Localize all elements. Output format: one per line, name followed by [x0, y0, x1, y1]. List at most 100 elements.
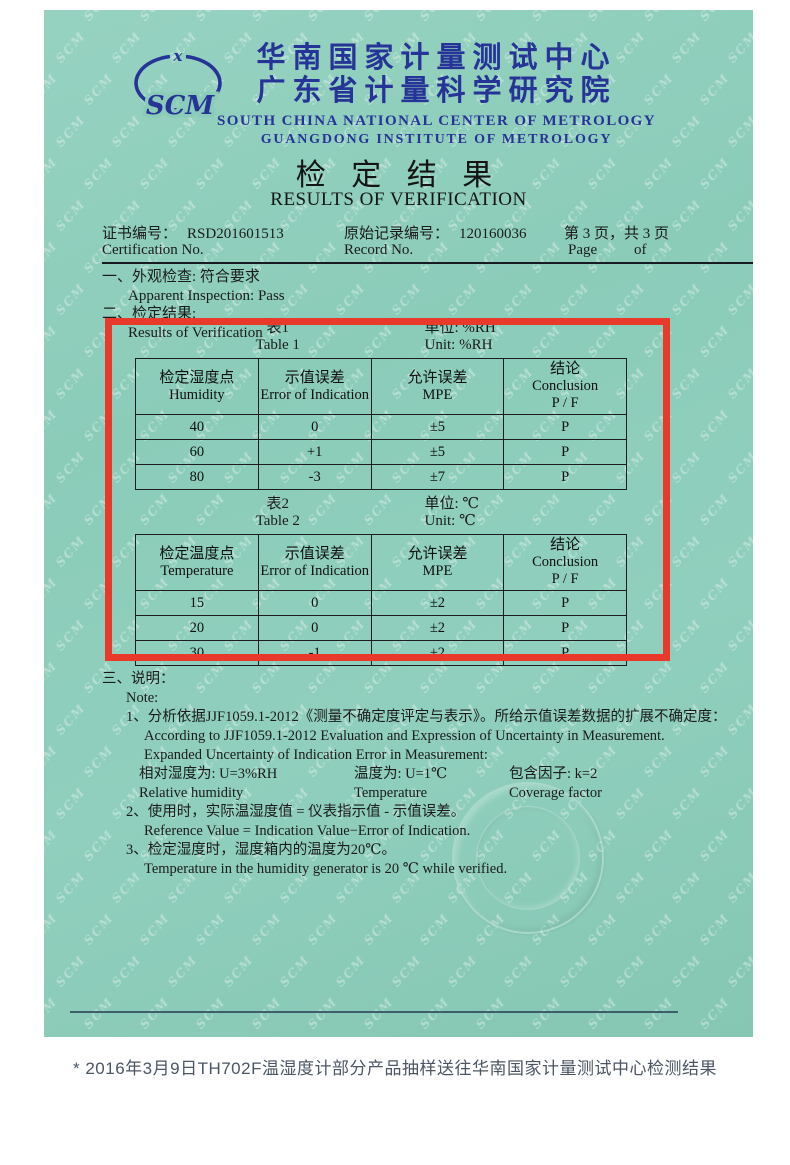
watermark-scm-text: SCM [305, 994, 341, 1032]
watermark-scm-text: SCM [221, 952, 257, 990]
table-cell: 20 [135, 615, 259, 641]
page-of-label-en: of [634, 242, 647, 258]
org-name-en-2: GUANGDONG INSTITUTE OF METROLOGY [260, 132, 613, 147]
k-cn: 包含因子: k=2 [509, 766, 598, 782]
watermark-scm-text: SCM [137, 994, 173, 1032]
cert-no-label-cn: 证书编号： [102, 226, 178, 242]
cert-no-group: 证书编号： RSD201601513 [102, 222, 284, 243]
org-name-cn-2: 广东省计量科学研究院 [256, 75, 617, 107]
section1-cn: 一、外观检查: 符合要求 [102, 269, 260, 285]
table-cell: 40 [135, 414, 259, 440]
org-header: 华南国家计量测试中心 广东省计量科学研究院 SOUTH CHINA NATION… [162, 42, 711, 149]
watermark-scm-text: SCM [193, 10, 228, 24]
watermark-scm-text: SCM [501, 280, 537, 318]
watermark-scm-text: SCM [613, 952, 649, 990]
watermark-scm-text: SCM [725, 112, 753, 150]
inspection-sections: 一、外观检查: 符合要求 Apparent Inspection: Pass 二… [102, 268, 285, 342]
table-row: 40 0 ±5 P [135, 414, 627, 440]
notes-heading-cn: 三、说明： [102, 671, 175, 687]
watermark-scm-text: SCM [669, 1036, 704, 1037]
watermark-scm-text: SCM [53, 1036, 88, 1037]
table-cell: -3 [257, 464, 372, 490]
watermark-scm-text: SCM [44, 658, 61, 696]
table-cell: P [503, 439, 627, 465]
watermark-scm-text: SCM [697, 574, 733, 612]
watermark-scm-text: SCM [529, 994, 565, 1032]
watermark-scm-text: SCM [669, 280, 705, 318]
watermark-scm-text: SCM [277, 1036, 312, 1037]
header-temperature: 检定温度点 Temperature [135, 534, 259, 591]
header-error: 示值误差 Error of Indication [257, 534, 372, 591]
watermark-scm-text: SCM [697, 490, 733, 528]
table-header-row: 检定温度点 Temperature 示值误差 Error of Indication… [135, 534, 627, 591]
temperature-table-block: 表2 Table 2 单位: ℃ Unit: ℃ 检定温度点 Temperatur… [135, 496, 627, 666]
note2-en: Reference Value = Indication Value−Error… [144, 823, 471, 839]
uncertainty-values-cn: 相对湿度为: U=3%RH 温度为: U=1℃ 包含因子: k=2 [102, 765, 733, 784]
k-en: Coverage factor [509, 785, 602, 801]
watermark-scm-text: SCM [389, 952, 425, 990]
doc-title-en: RESULTS OF VERIFICATION [270, 189, 527, 210]
watermark-scm-text: SCM [557, 952, 593, 990]
note3-en: Temperature in the humidity generator is… [144, 861, 508, 877]
watermark-scm-text: SCM [361, 10, 396, 24]
image-caption: * 2016年3月9日TH702F温湿度计部分产品抽样送往华南国家计量测试中心检… [73, 1059, 717, 1078]
watermark-scm-text: SCM [473, 994, 509, 1032]
table-cell: 30 [135, 640, 259, 666]
watermark-scm-text: SCM [389, 280, 425, 318]
watermark-scm-text: SCM [44, 406, 61, 444]
watermark-scm-text: SCM [165, 1036, 200, 1037]
watermark-scm-text: SCM [137, 10, 172, 24]
table-cell: ±5 [370, 439, 505, 465]
table2-unit-cn: 单位: ℃ [424, 496, 480, 512]
cert-no-value: RSD201601513 [187, 226, 284, 242]
watermark-scm-text: SCM [725, 532, 753, 570]
temperature-table: 检定温度点 Temperature 示值误差 Error of Indication… [135, 534, 627, 666]
watermark-scm-text: SCM [53, 28, 89, 66]
watermark-scm-text: SCM [501, 1036, 536, 1037]
watermark-scm-text: SCM [44, 238, 61, 276]
table-row: 80 -3 ±7 P [135, 464, 627, 490]
humidity-table: 检定湿度点 Humidity 示值误差 Error of Indication 允许… [135, 358, 627, 490]
footer-divider [70, 1011, 678, 1013]
record-no-label-en: Record No. [344, 242, 414, 258]
notes-section: 三、说明： Note: 1、分析依据JJF1059.1-2012《测量不确定度评… [102, 670, 733, 879]
page-indicator-cn: 第 3 页，共 3 页 [564, 226, 670, 242]
watermark-scm-text: SCM [361, 910, 397, 948]
note2-cn: 2、使用时，实际温湿度值 = 仪表指示值 - 示值误差。 [126, 804, 466, 820]
note1-en1: According to JJF1059.1-2012 Evaluation a… [144, 728, 665, 744]
watermark-scm-text: SCM [277, 952, 313, 990]
watermark-scm-text: SCM [725, 28, 753, 66]
watermark-scm-text: SCM [725, 364, 753, 402]
header-divider [102, 262, 753, 264]
table-cell: +1 [257, 439, 372, 465]
watermark-scm-text: SCM [585, 10, 620, 24]
watermark-scm-text: SCM [109, 1036, 144, 1037]
watermark-scm-text: SCM [613, 1036, 648, 1037]
scm-logo-ellipse-icon: x SCM [134, 47, 222, 125]
watermark-scm-text: SCM [669, 364, 705, 402]
watermark-scm-text: SCM [641, 910, 677, 948]
watermark-scm-text: SCM [333, 952, 369, 990]
watermark-scm-text: SCM [165, 952, 201, 990]
section1-en: Apparent Inspection: Pass [128, 287, 285, 304]
watermark-scm-text: SCM [585, 994, 621, 1032]
watermark-scm-text: SCM [53, 448, 89, 486]
table-row: 20 0 ±2 P [135, 615, 627, 641]
watermark-scm-text: SCM [44, 742, 61, 780]
table-cell: 60 [135, 439, 259, 465]
watermark-scm-text: SCM [249, 994, 285, 1032]
watermark-scm-text: SCM [44, 490, 61, 528]
org-name-en-1: SOUTH CHINA NATIONAL CENTER OF METROLOGY [217, 113, 656, 129]
watermark-scm-text: SCM [44, 910, 61, 948]
watermark-scm-text: SCM [53, 616, 89, 654]
watermark-scm-text: SCM [501, 952, 537, 990]
embossed-seal [452, 782, 604, 934]
watermark-scm-text: SCM [585, 910, 621, 948]
table-row: 60 +1 ±5 P [135, 439, 627, 465]
watermark-scm-text: SCM [697, 406, 733, 444]
watermark-scm-text: SCM [333, 1036, 368, 1037]
u-rh-en: Relative humidity [139, 785, 244, 801]
watermark-scm-text: SCM [389, 1036, 424, 1037]
note1-cn: 1、分析依据JJF1059.1-2012《测量不确定度评定与表示》。所给示值误差… [126, 709, 727, 725]
watermark-scm-text: SCM [417, 910, 453, 948]
